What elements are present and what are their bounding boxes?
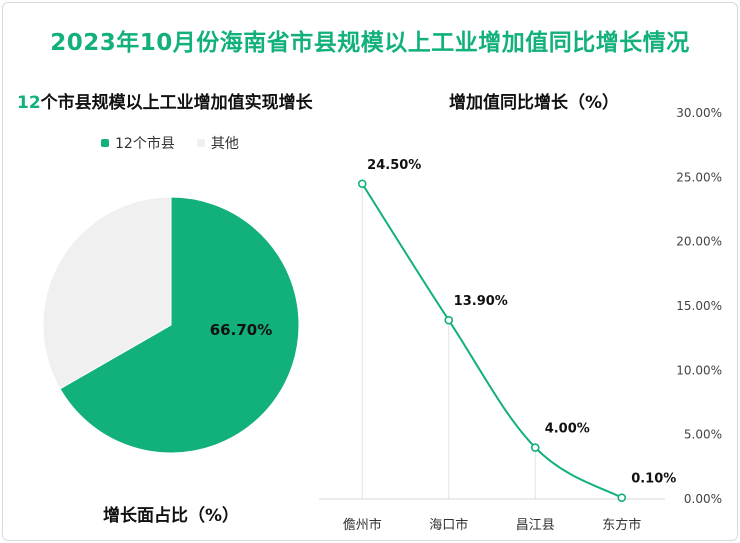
- pie-caption: 增长面占比（%）: [103, 506, 240, 526]
- legend-label-growth: 12个市县: [115, 136, 175, 152]
- y-tick-label: 5.00%: [684, 428, 722, 442]
- data-label: 13.90%: [454, 294, 508, 309]
- legend-swatch-growth: [101, 139, 109, 147]
- charts-svg: 66.70% 0.00% 5.00% 10.00% 15.00% 20.00% 25.00…: [42, 106, 722, 533]
- data-label: 24.50%: [367, 158, 421, 173]
- legend-item-growth[interactable]: 12个市县: [101, 133, 175, 153]
- data-label: 4.00%: [545, 422, 590, 437]
- x-tick-label: 海口市: [429, 517, 468, 533]
- left-panel-subtitle: 12个市县规模以上工业增加值实现增长: [17, 88, 313, 113]
- pie-slice-other[interactable]: [42, 196, 172, 390]
- y-tick-label: 0.00%: [684, 492, 722, 506]
- subtitle-text: 个市县规模以上工业增加值实现增长: [40, 93, 313, 113]
- legend-item-other[interactable]: 其他: [196, 133, 239, 153]
- pie-legend: 12个市县 其他: [101, 133, 239, 153]
- data-label: 0.10%: [631, 472, 676, 487]
- right-panel-subtitle: 增加值同比增长（%）: [449, 93, 620, 113]
- pie-data-label: 66.70%: [210, 321, 272, 339]
- data-point[interactable]: [444, 315, 454, 325]
- y-tick-label: 20.00%: [676, 235, 722, 249]
- y-tick-label: 30.00%: [676, 106, 722, 120]
- x-tick-label: 儋州市: [343, 517, 382, 533]
- legend-swatch-other: [196, 139, 205, 147]
- data-point[interactable]: [617, 493, 627, 503]
- series-line: [361, 183, 623, 499]
- data-point[interactable]: [357, 179, 367, 189]
- page-title: 2023年10月份海南省市县规模以上工业增加值同比增长情况: [50, 30, 690, 56]
- pie-chart: 66.70%: [42, 196, 300, 454]
- data-point[interactable]: [530, 443, 540, 452]
- line-chart: 0.00% 5.00% 10.00% 15.00% 20.00% 25.00% 30.00%…: [319, 106, 722, 533]
- y-tick-label: 10.00%: [676, 363, 722, 377]
- subtitle-number: 12: [17, 93, 41, 113]
- legend-label-other: 其他: [210, 136, 239, 152]
- pie-slice-growth[interactable]: [59, 196, 300, 454]
- y-tick-label: 15.00%: [676, 299, 722, 313]
- y-tick-label: 25.00%: [676, 170, 722, 184]
- x-tick-label: 东方市: [602, 517, 641, 533]
- x-tick-label: 昌江县: [516, 518, 555, 533]
